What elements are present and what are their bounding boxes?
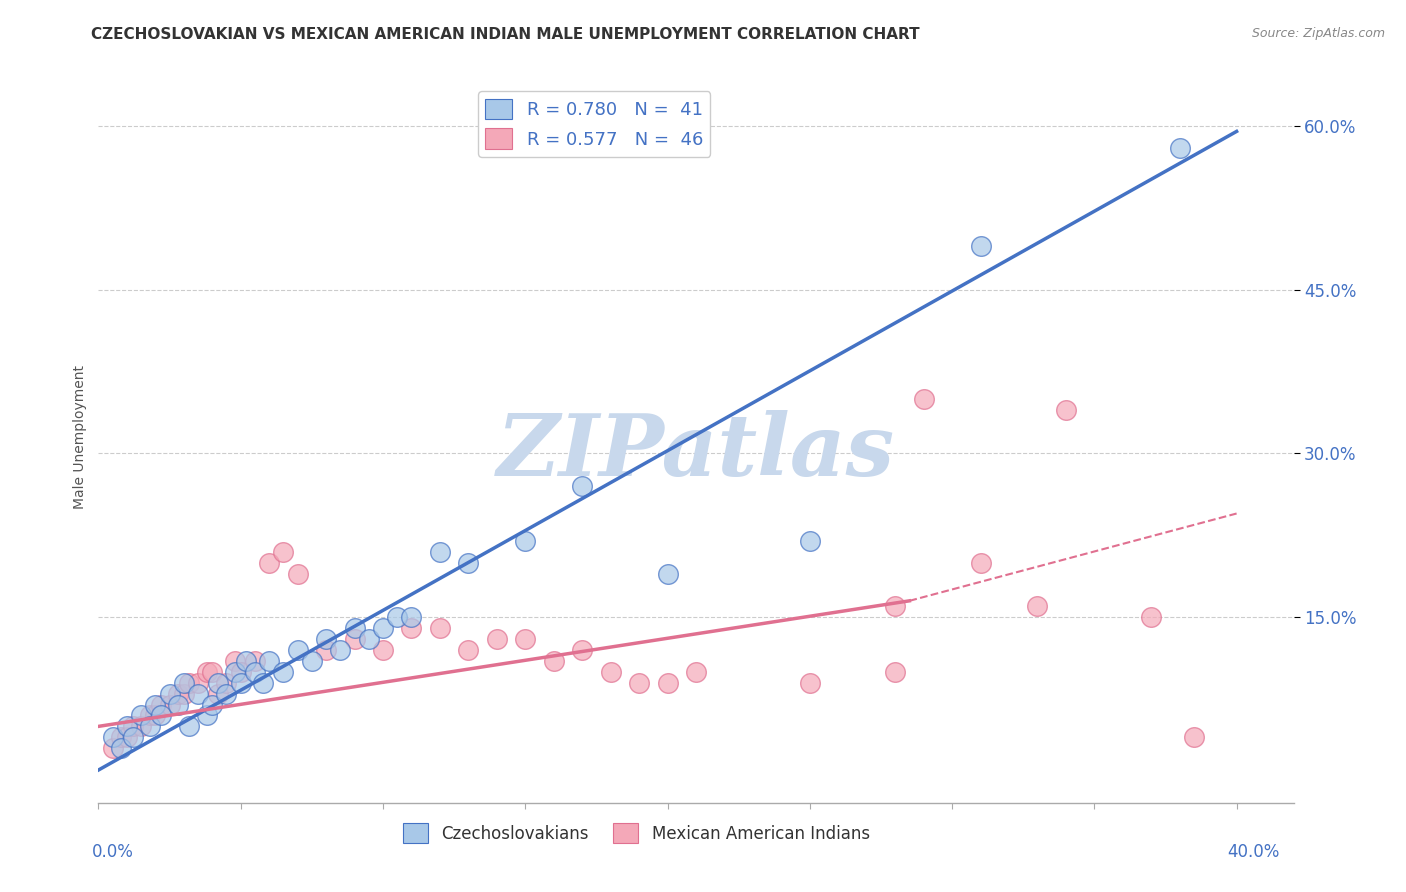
Point	[187, 687, 209, 701]
Point	[167, 698, 190, 712]
Point	[115, 731, 138, 745]
Point	[150, 708, 173, 723]
Point	[143, 708, 166, 723]
Point	[224, 665, 246, 679]
Point	[1168, 141, 1191, 155]
Point	[179, 719, 201, 733]
Point	[138, 708, 160, 723]
Point	[1026, 599, 1049, 614]
Point	[195, 708, 218, 723]
Point	[150, 698, 173, 712]
Point	[229, 675, 252, 690]
Point	[799, 533, 821, 548]
Point	[657, 566, 679, 581]
Point	[195, 665, 218, 679]
Point	[685, 665, 707, 679]
Point	[215, 675, 238, 690]
Point	[257, 654, 280, 668]
Point	[143, 698, 166, 712]
Point	[110, 741, 132, 756]
Point	[1182, 731, 1205, 745]
Point	[357, 632, 380, 646]
Point	[799, 675, 821, 690]
Point	[129, 708, 152, 723]
Point	[121, 731, 143, 745]
Point	[884, 599, 907, 614]
Point	[1140, 610, 1163, 624]
Point	[201, 665, 224, 679]
Point	[243, 665, 266, 679]
Point	[287, 643, 309, 657]
Point	[129, 719, 152, 733]
Point	[167, 687, 190, 701]
Point	[628, 675, 651, 690]
Point	[287, 566, 309, 581]
Point	[371, 621, 394, 635]
Point	[187, 675, 209, 690]
Point	[257, 556, 280, 570]
Text: Source: ZipAtlas.com: Source: ZipAtlas.com	[1251, 27, 1385, 40]
Point	[101, 731, 124, 745]
Point	[1054, 402, 1077, 417]
Point	[179, 675, 201, 690]
Text: CZECHOSLOVAKIAN VS MEXICAN AMERICAN INDIAN MALE UNEMPLOYMENT CORRELATION CHART: CZECHOSLOVAKIAN VS MEXICAN AMERICAN INDI…	[91, 27, 920, 42]
Point	[101, 741, 124, 756]
Point	[401, 621, 423, 635]
Point	[385, 610, 409, 624]
Point	[224, 654, 246, 668]
Point	[515, 632, 537, 646]
Point	[215, 687, 238, 701]
Y-axis label: Male Unemployment: Male Unemployment	[73, 365, 87, 509]
Point	[401, 610, 423, 624]
Point	[457, 556, 479, 570]
Point	[243, 654, 266, 668]
Point	[252, 675, 274, 690]
Point	[485, 632, 508, 646]
Point	[138, 719, 160, 733]
Point	[173, 675, 195, 690]
Point	[515, 533, 537, 548]
Point	[969, 239, 991, 253]
Point	[599, 665, 621, 679]
Point	[207, 687, 229, 701]
Point	[273, 545, 295, 559]
Point	[301, 654, 323, 668]
Point	[571, 643, 593, 657]
Point	[121, 719, 143, 733]
Text: 0.0%: 0.0%	[91, 843, 134, 861]
Text: ZIPatlas: ZIPatlas	[496, 410, 896, 493]
Point	[429, 621, 451, 635]
Point	[457, 643, 479, 657]
Point	[115, 719, 138, 733]
Point	[343, 621, 366, 635]
Point	[429, 545, 451, 559]
Point	[201, 698, 224, 712]
Point	[571, 479, 593, 493]
Point	[273, 665, 295, 679]
Point	[229, 665, 252, 679]
Point	[235, 654, 257, 668]
Point	[657, 675, 679, 690]
Point	[110, 731, 132, 745]
Point	[159, 687, 181, 701]
Point	[969, 556, 991, 570]
Point	[159, 698, 181, 712]
Point	[912, 392, 935, 406]
Point	[173, 687, 195, 701]
Text: 40.0%: 40.0%	[1227, 843, 1279, 861]
Point	[543, 654, 565, 668]
Point	[329, 643, 352, 657]
Point	[315, 632, 337, 646]
Legend: Czechoslovakians, Mexican American Indians: Czechoslovakians, Mexican American India…	[396, 817, 876, 849]
Point	[207, 675, 229, 690]
Point	[343, 632, 366, 646]
Point	[315, 643, 337, 657]
Point	[884, 665, 907, 679]
Point	[371, 643, 394, 657]
